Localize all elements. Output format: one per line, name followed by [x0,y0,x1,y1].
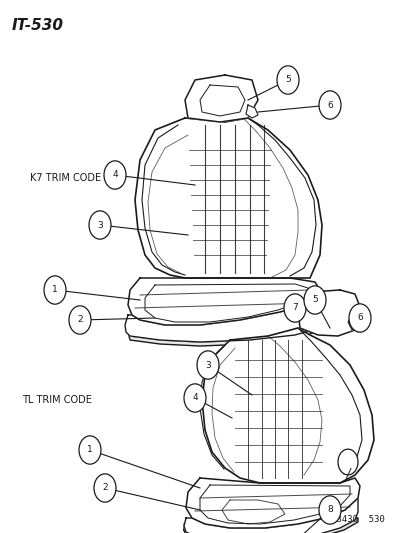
Text: 4: 4 [112,171,118,180]
Circle shape [348,304,370,332]
Polygon shape [183,518,357,533]
Circle shape [283,294,305,322]
Circle shape [89,211,111,239]
Text: 8: 8 [326,505,332,514]
Text: 6: 6 [356,313,362,322]
Circle shape [276,66,298,94]
Polygon shape [202,328,373,483]
Polygon shape [297,290,361,336]
Polygon shape [135,118,321,278]
Text: 2: 2 [77,316,83,325]
Text: 3: 3 [97,221,102,230]
Text: 1: 1 [52,286,58,295]
Polygon shape [347,310,361,330]
Text: 4: 4 [192,393,197,402]
Text: IT-530: IT-530 [12,18,64,33]
Circle shape [79,436,101,464]
Text: TL TRIM CODE: TL TRIM CODE [22,395,92,405]
Polygon shape [128,278,319,325]
Circle shape [337,449,357,475]
Polygon shape [128,320,321,346]
Circle shape [104,161,126,189]
Circle shape [69,306,91,334]
Text: 5: 5 [285,76,290,85]
Text: 7: 7 [292,303,297,312]
Circle shape [318,496,340,524]
Text: K7 TRIM CODE: K7 TRIM CODE [30,173,101,183]
Circle shape [44,276,66,304]
Circle shape [197,351,218,379]
Polygon shape [183,498,357,533]
Text: 93430  530: 93430 530 [330,515,384,524]
Circle shape [318,91,340,119]
Circle shape [183,384,206,412]
Circle shape [303,286,325,314]
Circle shape [94,474,116,502]
Polygon shape [245,105,257,118]
Text: 3: 3 [204,360,210,369]
Polygon shape [185,75,257,122]
Text: 2: 2 [102,483,107,492]
Text: 1: 1 [87,446,93,455]
Text: 5: 5 [311,295,317,304]
Polygon shape [125,305,321,342]
Polygon shape [185,478,359,528]
Text: 6: 6 [326,101,332,109]
